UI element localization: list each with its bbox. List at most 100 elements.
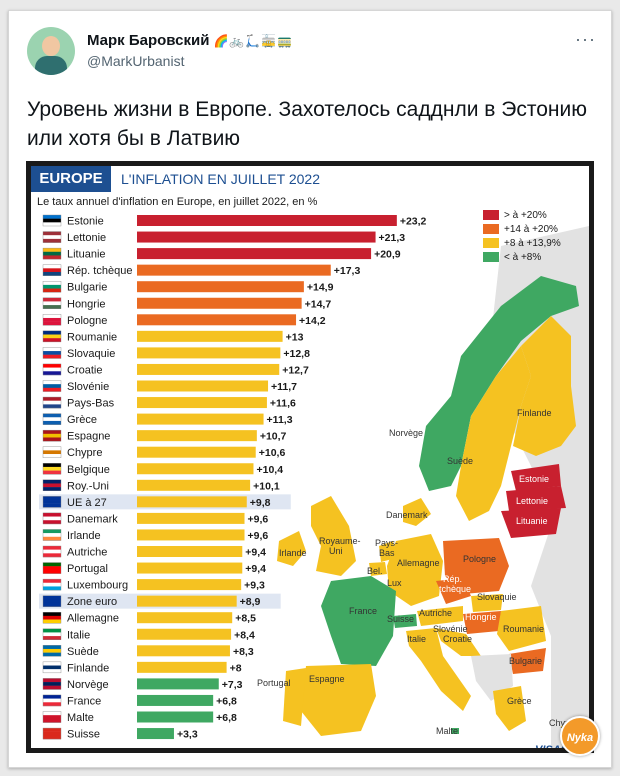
flag-malte [42, 711, 62, 723]
flag-stripe-suède [43, 648, 61, 653]
category-label-luxembourg: Luxembourg [67, 580, 128, 592]
map-roumanie [497, 606, 546, 651]
map-autriche [417, 606, 463, 626]
bar-grèce [137, 413, 264, 425]
legend-item-yellow: +8 à +13,9% [483, 236, 561, 250]
author-name[interactable]: Марк Баровский 🌈🚲🛴🚋🚃 [87, 32, 293, 49]
flag-stripe-lituanie [43, 251, 61, 256]
map-label-pologne: Pologne [463, 554, 497, 564]
watermark-logo: Nyka [560, 716, 600, 756]
value-label-suède: +8,3 [233, 646, 254, 658]
category-label-rép-tchèque: Rép. tchèque [67, 265, 132, 277]
tweet-card: Марк Баровский 🌈🚲🛴🚋🚃 @MarkUrbanist ··· Ур… [8, 10, 612, 768]
map-label-pays-bas-1: Pays- [375, 538, 399, 548]
value-label-suisse: +3,3 [177, 729, 198, 741]
map-label-roumanie: Roumanie [503, 624, 545, 634]
flag-stripe-ue-à-27 [43, 503, 61, 508]
category-label-danemark: Danemark [67, 513, 118, 525]
map-norvege [419, 276, 579, 491]
map-label-rep-tcheque-1: Rép. [443, 574, 463, 584]
bar-luxembourg [137, 579, 242, 591]
category-label-norvège: Norvège [67, 679, 109, 691]
flag-stripe-rép-tchèque [43, 268, 61, 273]
flag-danemark [42, 512, 62, 525]
bar-italie [137, 628, 232, 640]
bar-zone-euro [137, 595, 237, 607]
value-label-malte: +6,8 [216, 712, 237, 724]
category-label-pays-bas: Pays-Bas [67, 398, 115, 410]
map-label-estonie: Estonie [519, 474, 550, 484]
flag-stripe-bulgarie [43, 284, 61, 289]
flag-stripe-chypre [43, 450, 61, 455]
flag-stripe-luxembourg [43, 582, 61, 587]
flag-stripe-lituanie [43, 255, 61, 260]
tweet-text: Уровень жизни в Европе. Захотелось саддн… [27, 98, 588, 150]
flag-pays-bas [42, 396, 62, 409]
flag-stripe-italie [43, 628, 61, 633]
legend-label-green: < à +8% [504, 251, 542, 263]
category-label-roumanie: Roumanie [67, 331, 117, 343]
avatar[interactable] [27, 27, 75, 75]
value-label-pologne: +14,2 [299, 315, 326, 327]
map-malte [451, 728, 459, 734]
bar-autriche [137, 546, 243, 557]
flag-stripe-roy-uni [43, 483, 61, 488]
bar-norvège [137, 678, 219, 690]
flag-stripe-finlande [43, 669, 61, 674]
map-label-lux: Lux [387, 578, 402, 588]
category-label-autriche: Autriche [67, 547, 107, 559]
value-label-finlande: +8 [230, 662, 242, 674]
author-handle[interactable]: @MarkUrbanist [87, 53, 185, 69]
flag-irlande [42, 529, 62, 541]
flag-stripe-grèce [43, 417, 61, 422]
flag-stripe-suisse [43, 731, 61, 736]
flag-stripe-grèce [43, 413, 61, 418]
flag-stripe-autriche [43, 553, 61, 558]
flag-stripe-croatie [43, 371, 61, 376]
flag-stripe-slovaquie [43, 354, 61, 359]
category-label-lituanie: Lituanie [67, 249, 106, 261]
map-hongrie [463, 611, 501, 634]
map-portugal [283, 668, 306, 726]
flag-stripe-luxembourg [43, 586, 61, 591]
inflation-figure[interactable]: EUROPE L'INFLATION EN JUILLET 2022 Le ta… [26, 161, 594, 753]
category-label-pologne: Pologne [67, 315, 107, 327]
flag-stripe-bulgarie [43, 281, 61, 286]
legend-swatch-red [483, 210, 499, 220]
flag-autriche [42, 545, 62, 558]
value-label-bulgarie: +14,9 [307, 282, 334, 294]
flag-norvège [42, 678, 62, 690]
flag-stripe-norvège [43, 678, 61, 683]
bar-roumanie [137, 330, 283, 342]
map-label-allemagne: Allemagne [397, 558, 440, 568]
bar-pays-bas [137, 397, 267, 409]
flag-stripe-autriche [43, 549, 61, 554]
value-label-irlande: +9,6 [248, 530, 269, 542]
map-estonie [511, 464, 561, 491]
flag-stripe-pays-bas [43, 404, 61, 409]
flag-stripe-irlande [43, 529, 61, 534]
inflation-bar-chart: Estonie +23,2 Lettonie +21,3 Lituanie +20,9 Ré… [39, 214, 427, 741]
value-label-lituanie: +20,9 [374, 249, 401, 261]
bar-slovaquie [137, 347, 281, 359]
flag-stripe-pologne [43, 317, 61, 322]
map-label-irlande: Irlande [279, 548, 307, 558]
flag-stripe-belgique [43, 466, 61, 471]
chart-legend: > à +20% +14 à +20% +8 à +13,9% < à +8% [483, 208, 561, 264]
map-label-malte: Malte [436, 726, 459, 736]
flag-stripe-belgique [43, 470, 61, 475]
value-label-pays-bas: +11,6 [270, 398, 296, 410]
category-label-croatie: Croatie [67, 364, 102, 376]
map-label-lituanie: Lituanie [516, 516, 548, 526]
bar-lettonie [137, 231, 376, 243]
bar-irlande [137, 529, 245, 541]
value-label-chypre: +10,6 [259, 447, 286, 459]
legend-swatch-green [483, 252, 499, 262]
flag-stripe-malte [43, 718, 61, 723]
more-options-icon[interactable]: ··· [575, 29, 596, 49]
avatar-body [35, 56, 67, 75]
legend-item-orange: +14 à +20% [483, 222, 561, 236]
flag-stripe-roumanie [43, 338, 61, 343]
flag-stripe-hongrie [43, 297, 61, 302]
category-label-grèce: Grèce [67, 414, 97, 426]
